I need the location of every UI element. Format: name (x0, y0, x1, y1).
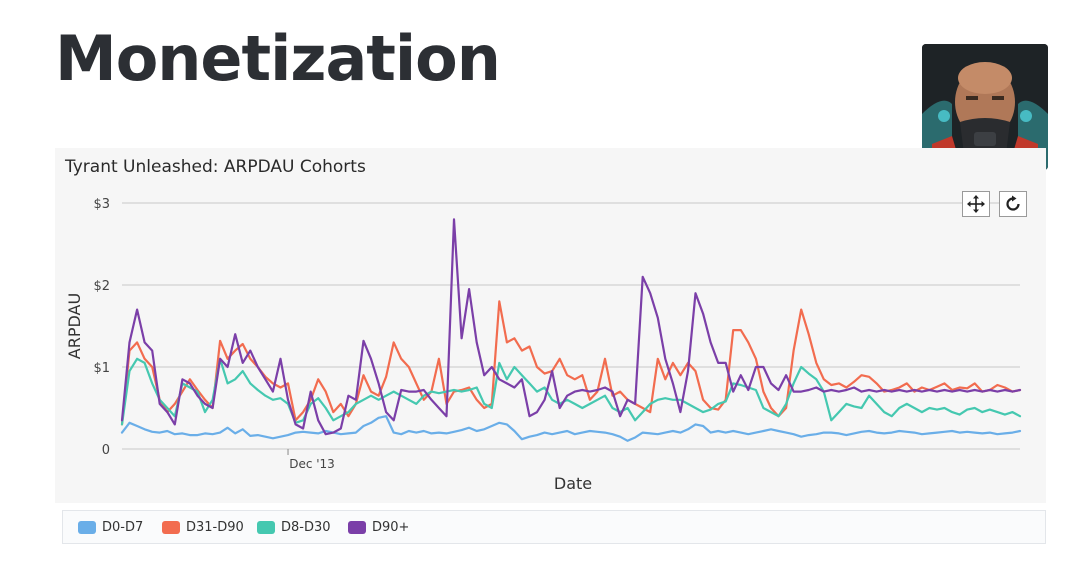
legend-item[interactable]: D0-D7 (78, 518, 143, 536)
reset-button[interactable] (999, 191, 1027, 217)
chart-title: Tyrant Unleashed: ARPDAU Cohorts (65, 157, 366, 177)
y-tick-label: $1 (93, 361, 110, 376)
series-line-d8-d30 (120, 357, 1022, 426)
legend-swatch (78, 520, 96, 534)
x-axis-title: Date (554, 474, 592, 493)
series-line-d0-d7 (120, 415, 1022, 442)
pan-icon (967, 195, 985, 213)
legend-label: D8-D30 (281, 519, 331, 535)
legend (62, 510, 1046, 544)
legend-swatch (348, 520, 366, 534)
legend-item[interactable]: D31-D90 (162, 518, 244, 536)
legend-swatch (162, 520, 180, 534)
y-tick-label: $2 (93, 279, 110, 294)
legend-item[interactable]: D90+ (348, 518, 409, 536)
series-line-d90 (120, 218, 1022, 436)
reset-icon (1006, 195, 1020, 211)
pan-button[interactable] (962, 191, 990, 217)
y-tick-label: 0 (102, 443, 110, 458)
legend-label: D31-D90 (186, 519, 244, 535)
x-tick-label: Dec '13 (289, 457, 335, 471)
legend-swatch (257, 520, 275, 534)
series-line-d31-d90 (120, 300, 1022, 426)
legend-label: D0-D7 (102, 519, 144, 535)
chart-panel (55, 148, 1046, 503)
y-axis-title: ARPDAU (65, 293, 84, 359)
legend-item[interactable]: D8-D30 (257, 518, 331, 536)
legend-label: D90+ (372, 519, 410, 535)
y-tick-label: $3 (93, 197, 110, 212)
slide-title: Monetization (55, 22, 501, 95)
